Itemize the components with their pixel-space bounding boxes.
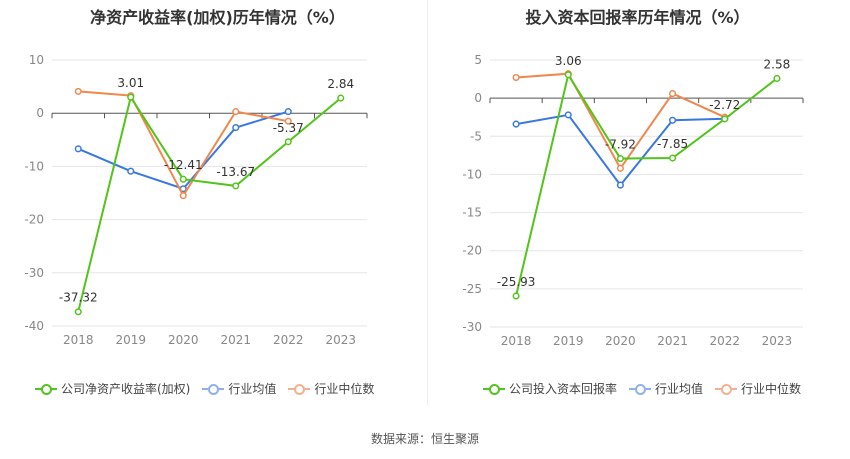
data-label: -2.72 [709, 98, 740, 112]
data-point [232, 108, 240, 116]
x-tick-label: 2022 [709, 334, 740, 348]
data-point [564, 71, 572, 79]
data-point [773, 74, 781, 83]
y-tick-label: -20 [24, 213, 44, 227]
legend-label: 行业均值 [228, 382, 277, 396]
data-point [284, 117, 292, 125]
data-label: -13.67 [216, 165, 255, 179]
x-tick-label: 2020 [605, 334, 636, 348]
legend-item-industry-mean[interactable]: 行业均值 [629, 380, 703, 397]
data-point [669, 116, 677, 124]
y-tick-label: 0 [474, 91, 482, 105]
y-tick-label: -25 [462, 282, 482, 296]
data-label: 3.06 [555, 54, 582, 68]
data-point [512, 292, 520, 300]
x-tick-label: 2018 [501, 334, 532, 348]
legend-label: 行业中位数 [741, 382, 802, 396]
y-tick-label: 0 [36, 106, 44, 120]
panel-divider [427, 0, 428, 405]
x-tick-label: 2022 [273, 333, 304, 347]
legend-item-industry-mean[interactable]: 行业均值 [202, 380, 276, 397]
x-tick-label: 2019 [553, 334, 584, 348]
legend-line-icon [35, 383, 57, 395]
chart-title-roic: 投入资本回报率历年情况（%） [525, 8, 750, 27]
y-tick-label: -15 [462, 206, 482, 220]
data-point [284, 138, 292, 146]
data-label: -37.32 [59, 291, 98, 305]
legend-roe: 公司净资产收益率(加权) 行业均值 行业中位数 [35, 380, 386, 397]
legend-label: 行业均值 [655, 382, 704, 396]
legend-line-icon [202, 383, 225, 395]
data-point [512, 120, 520, 128]
legend-label: 公司投入资本回报率 [509, 382, 618, 396]
data-label: -5.37 [273, 121, 304, 135]
data-point [616, 181, 624, 189]
data-point [179, 192, 187, 200]
legend-item-company-roe[interactable]: 公司净资产收益率(加权) [35, 380, 190, 397]
data-point [232, 182, 240, 190]
data-point [74, 87, 82, 95]
data-source-note: 数据来源：恒生聚源 [370, 432, 479, 446]
data-point [337, 94, 345, 102]
data-point [564, 111, 572, 119]
x-tick-label: 2023 [762, 334, 793, 348]
legend-label: 行业中位数 [314, 382, 375, 396]
data-point [616, 155, 624, 163]
data-point [232, 124, 240, 132]
legend-item-industry-median[interactable]: 行业中位数 [715, 380, 801, 397]
y-tick-label: -30 [24, 266, 44, 280]
legend-line-icon [483, 383, 505, 395]
y-tick-label: -30 [462, 320, 482, 334]
y-tick-label: -40 [24, 319, 44, 333]
data-point [74, 308, 82, 316]
data-label: -7.85 [657, 137, 688, 151]
data-point [74, 145, 82, 153]
legend-item-industry-median[interactable]: 行业中位数 [288, 380, 374, 397]
y-tick-label: 10 [29, 53, 44, 67]
data-label: -12.41 [164, 158, 203, 172]
chart-panel-1: 5 0 -5 -10 -15 -20 -25 -30 2018 2019 2020 2021 2022 2… [462, 53, 804, 348]
data-point [284, 108, 292, 116]
chart-title-roe: 净资产收益率(加权)历年情况（%） [90, 8, 345, 27]
legend-line-icon [288, 383, 311, 395]
x-tick-label: 2023 [325, 333, 356, 347]
x-tick-label: 2020 [168, 333, 199, 347]
legend-roic: 公司投入资本回报率 行业均值 行业中位数 [483, 380, 813, 397]
legend-item-company-roic[interactable]: 公司投入资本回报率 [483, 380, 617, 397]
data-point [127, 167, 135, 175]
x-tick-label: 2019 [115, 333, 146, 347]
data-point [669, 90, 677, 98]
data-label: -25.93 [497, 275, 536, 289]
chart-panel-0: 10 0 -10 -20 -30 -40 2018 2019 2020 2021 2022 2023 -… [24, 53, 368, 347]
legend-line-icon [629, 383, 652, 395]
legend-label: 公司净资产收益率(加权) [61, 382, 191, 396]
data-point [721, 115, 729, 123]
legend-line-icon [715, 383, 738, 395]
y-tick-label: -5 [470, 129, 482, 143]
data-label: 2.84 [327, 77, 354, 91]
x-tick-label: 2021 [220, 333, 251, 347]
data-label: 3.01 [117, 76, 144, 90]
y-tick-label: -20 [462, 244, 482, 258]
data-point [179, 175, 187, 183]
x-tick-label: 2018 [63, 333, 94, 347]
series-line-0 [515, 72, 778, 297]
data-point [669, 154, 677, 162]
data-label: 2.58 [764, 57, 791, 71]
series-line-0 [77, 94, 342, 312]
y-tick-label: 5 [474, 53, 482, 67]
y-tick-label: -10 [24, 159, 44, 173]
data-point [512, 73, 520, 82]
charts-canvas: 10 0 -10 -20 -30 -40 2018 2019 2020 2021 2022 2023 -… [24, 53, 804, 348]
data-point [127, 93, 135, 101]
x-tick-label: 2021 [657, 334, 688, 348]
data-point [616, 164, 624, 172]
series-line-2 [516, 72, 726, 171]
y-tick-label: -10 [462, 167, 482, 181]
data-label: -7.92 [605, 138, 636, 152]
